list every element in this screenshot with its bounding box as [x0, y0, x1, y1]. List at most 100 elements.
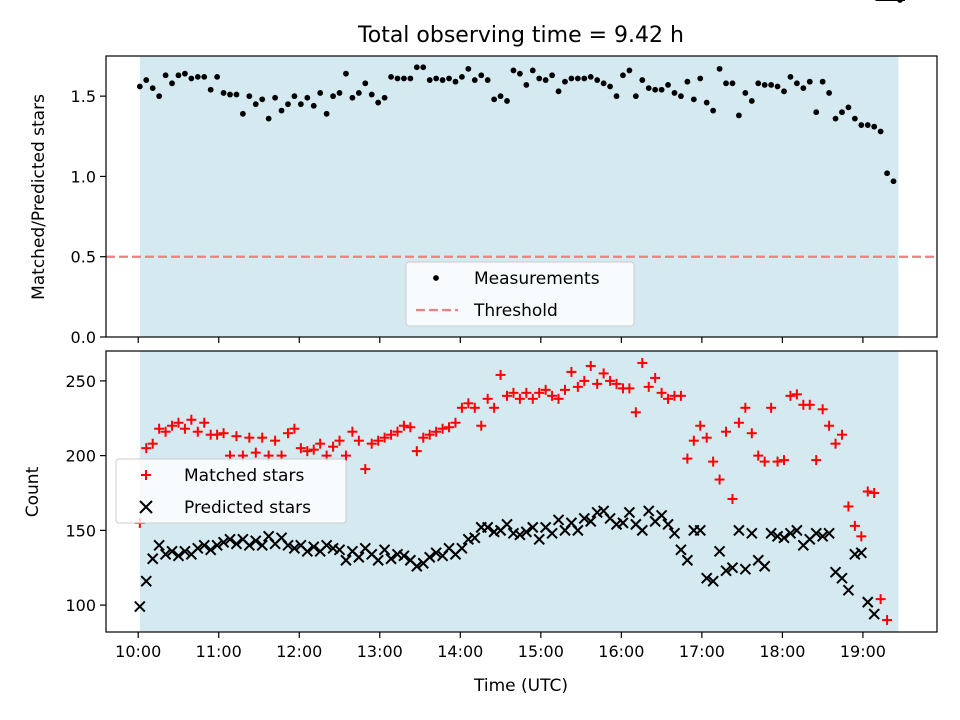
measurement-point: [761, 82, 768, 88]
measurement-point: [793, 80, 800, 87]
x-b: [456, 542, 468, 555]
legend-label: Matched stars: [184, 466, 304, 486]
legend-1: Matched stars Predicted stars: [115, 458, 347, 524]
x-b: [359, 542, 371, 555]
predicted-star-point: [250, 535, 262, 547]
measurement-point: [227, 91, 233, 98]
x-b: [346, 545, 359, 557]
matched-star-point: [663, 393, 674, 404]
x-b: [256, 539, 268, 552]
matched-star-point: [424, 429, 435, 440]
x-b: [366, 548, 378, 560]
matched-star-point: [779, 455, 790, 466]
matched-star-point: [830, 438, 841, 449]
x-b: [572, 524, 584, 537]
y-tick-label: 100: [65, 596, 96, 615]
matched-star-point: [785, 390, 796, 401]
matched-star-point: [572, 381, 583, 392]
measurement-point: [285, 101, 291, 108]
predicted-star-point: [643, 505, 655, 517]
predicted-star-point: [430, 547, 442, 559]
measurement-point: [774, 83, 781, 90]
x-b: [327, 542, 339, 555]
x-b: [675, 544, 687, 556]
predicted-star-point: [655, 509, 668, 522]
x-b: [172, 550, 185, 562]
measurement-point: [149, 85, 156, 92]
measurement-point: [471, 77, 478, 83]
y-tick-label: 200: [65, 447, 96, 466]
measurement-point: [716, 65, 723, 72]
matched-star-point: [489, 402, 500, 413]
predicted-star-point: [179, 545, 191, 557]
x-b: [739, 563, 752, 575]
matched-star-point: [688, 435, 699, 446]
matched-star-point: [450, 417, 461, 428]
predicted-star-point: [810, 527, 822, 540]
matched-star-point: [843, 501, 854, 512]
matched-star-point: [411, 446, 422, 457]
x-b: [662, 518, 674, 531]
legend-label: Measurements: [474, 269, 600, 289]
x-b: [146, 553, 159, 565]
measurement-point: [639, 77, 646, 83]
x-b: [204, 544, 217, 556]
matched-star-point: [508, 387, 519, 398]
x-b: [810, 527, 822, 540]
x-tick-label: 14:00: [437, 642, 483, 661]
x-b: [726, 562, 739, 574]
measurement-point: [368, 91, 375, 98]
measurement-point: [207, 86, 214, 93]
x-b: [623, 506, 636, 519]
x-b: [353, 551, 365, 563]
y-tick-label: 1.5: [71, 87, 96, 106]
bottom-panel-ylabel: Count: [23, 466, 43, 517]
predicted-star-point: [816, 530, 829, 543]
measurement-point: [710, 107, 717, 114]
matched-star-point: [192, 426, 203, 437]
measurement-point: [536, 75, 543, 82]
x-tick-label: 11:00: [196, 642, 242, 661]
bottom-panel: 100 150 200 250 10:00 11:00 12:00 13:00 14:00 15:…: [65, 0, 938, 661]
predicted-star-point: [746, 527, 758, 540]
predicted-star-point: [862, 596, 874, 608]
measurement-point: [568, 75, 575, 82]
measurement-point: [562, 78, 568, 85]
measurement-point: [413, 64, 420, 71]
predicted-star-point: [668, 527, 681, 540]
measurement-point: [806, 78, 813, 85]
x-b: [443, 542, 455, 555]
matched-star-point: [476, 420, 487, 431]
predicted-star-point: [378, 544, 391, 556]
matched-star-point: [463, 398, 474, 409]
measurement-point: [323, 110, 330, 117]
measurement-point: [703, 99, 710, 106]
measurement-point: [523, 82, 530, 88]
x-b: [520, 526, 533, 538]
predicted-star-point: [636, 524, 648, 537]
predicted-star-point: [282, 539, 294, 552]
matched-star-point: [521, 387, 532, 398]
matched-star-point: [392, 426, 403, 437]
panel-frame: [105, 55, 938, 338]
measurement-point: [246, 93, 253, 100]
predicted-star-point: [681, 554, 694, 566]
matched-star-point: [675, 390, 686, 401]
predicted-star-point: [778, 532, 790, 544]
measurement-point: [555, 88, 562, 95]
x-b: [630, 518, 642, 531]
x-b: [565, 517, 578, 529]
matched-star-point: [502, 390, 513, 401]
measurement-point: [375, 99, 382, 106]
legend-0: Measurements Threshold: [405, 261, 635, 327]
measurement-point: [156, 93, 163, 100]
measurement-point: [645, 85, 652, 92]
measurement-point: [632, 93, 639, 100]
x-b: [211, 539, 223, 552]
predicted-star-point: [713, 545, 726, 557]
measurement-point: [851, 115, 858, 122]
x-b: [617, 517, 629, 529]
matched-star-point: [534, 387, 545, 398]
predicted-star-point: [675, 544, 687, 556]
predicted-star-point: [134, 600, 146, 613]
